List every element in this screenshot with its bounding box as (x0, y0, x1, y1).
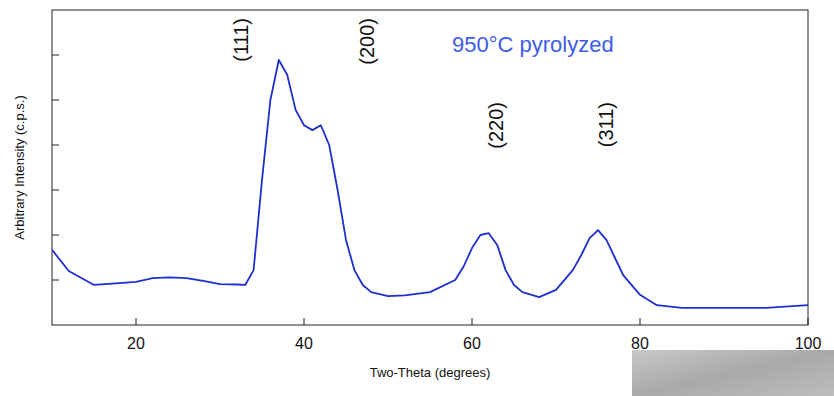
peak-label: (200) (356, 18, 378, 65)
chart: 20 40 60 80 100 Two-Theta (degrees) Arbitrary … (0, 0, 834, 396)
x-tick-label: 100 (795, 335, 822, 352)
x-tick (136, 318, 137, 325)
data-line (52, 60, 808, 308)
plot-frame (52, 10, 808, 325)
peak-label: (220) (485, 102, 507, 149)
x-tick-label: 20 (127, 335, 145, 352)
x-tick (304, 318, 305, 325)
y-tick (52, 280, 59, 281)
x-tick (640, 318, 641, 325)
y-tick (52, 235, 59, 236)
image-fragment (632, 350, 834, 396)
x-tick-label: 80 (631, 335, 649, 352)
y-tick (52, 55, 59, 56)
y-axis-title: Arbitrary Intensity (c.p.s.) (12, 95, 27, 239)
y-tick (52, 145, 59, 146)
x-axis-title: Two-Theta (degrees) (370, 365, 491, 380)
y-tick (52, 100, 59, 101)
peak-label: (111) (230, 18, 252, 62)
x-tick-label: 60 (463, 335, 481, 352)
chart-title: 950°C pyrolyzed (452, 32, 614, 57)
x-tick (472, 318, 473, 325)
peak-label: (311) (595, 102, 617, 147)
y-tick (52, 190, 59, 191)
x-tick (808, 318, 809, 325)
x-tick-label: 40 (295, 335, 313, 352)
plot-area (52, 60, 808, 308)
